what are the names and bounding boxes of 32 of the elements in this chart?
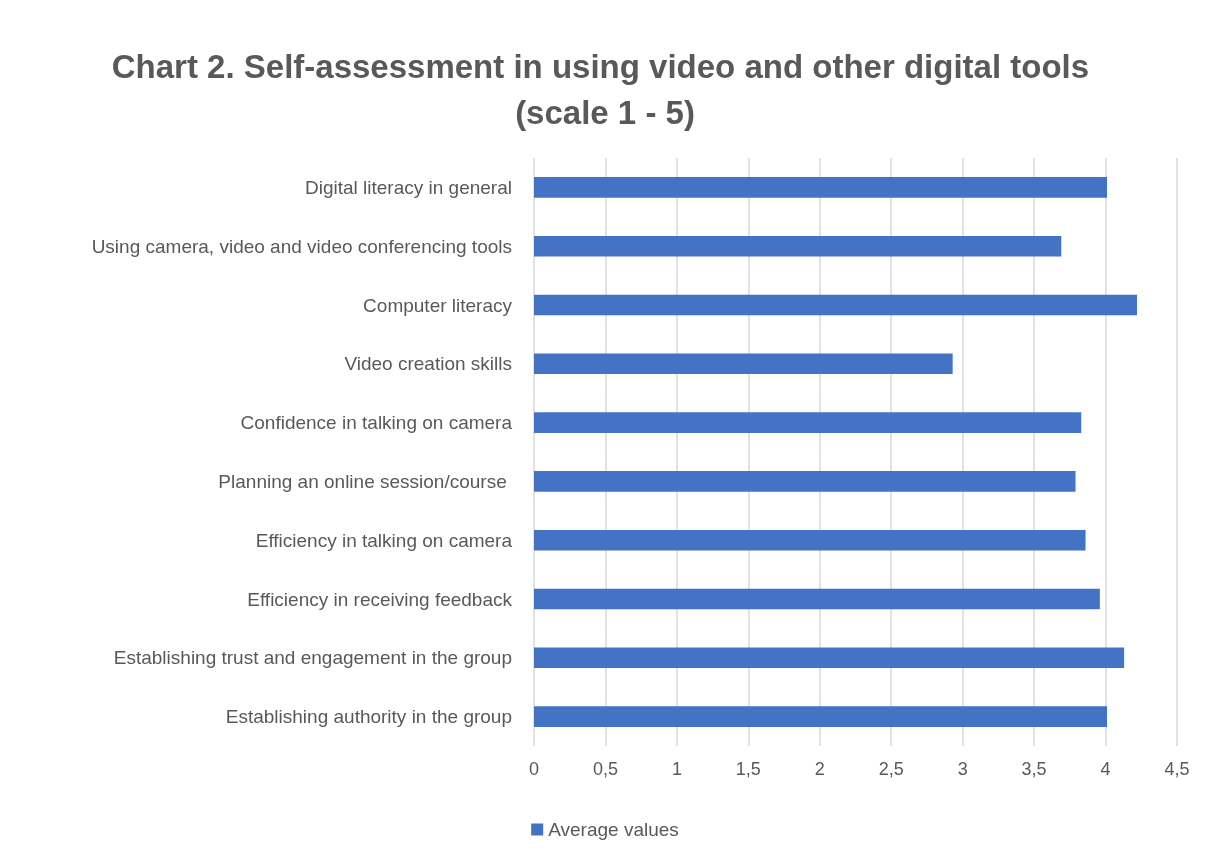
x-tick-label: 4 [1100,759,1111,779]
bar [534,471,1076,492]
bar [534,529,1086,551]
legend-label: Average values [548,819,679,840]
x-tick-label: 0,5 [592,759,618,779]
x-tick-label: 0 [528,759,540,779]
bar [534,412,1082,433]
bar [534,235,1062,257]
y-tick-label: Efficiency in talking on camera [255,529,513,551]
y-tick-label: Using camera, video and video conferencing tools [91,235,512,257]
bar [534,706,1107,727]
y-tick-label: Confidence in talking on camera [240,412,513,434]
chart-title: Chart 2. Self-assessment in using video and other digital tools (scale 1 - 5) [111,47,1099,131]
x-tick-label: 2,5 [878,759,904,779]
x-tick-label: 1,5 [735,759,761,779]
bar [534,353,953,375]
x-tick-label: 4,5 [1164,759,1190,779]
x-tick-label: 3 [957,759,968,779]
y-tick-label: Efficiency in receiving feedback [247,588,513,610]
y-tick-label: Digital literacy in general [305,176,512,198]
bar [534,588,1100,610]
x-tick-label: 3,5 [1021,759,1047,779]
x-tick-label: 1 [671,759,682,779]
y-tick-label: Video creation skills [344,353,512,375]
y-tick-label: Planning an online session/course [218,470,512,492]
bar [534,177,1107,198]
y-tick-label: Establishing trust and engagement in the group [113,647,512,669]
x-tick-label: 2 [814,759,825,779]
bar [534,647,1125,669]
y-tick-label: Computer literacy [363,294,513,316]
bar [534,294,1137,316]
y-tick-label: Establishing authority in the group [225,706,512,728]
